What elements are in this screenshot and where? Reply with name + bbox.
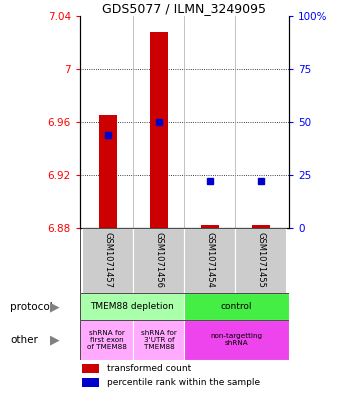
Text: GSM1071455: GSM1071455 <box>256 232 266 288</box>
Text: GSM1071454: GSM1071454 <box>205 232 215 288</box>
Bar <box>80 293 184 320</box>
Bar <box>82 228 134 293</box>
Bar <box>185 293 289 320</box>
Bar <box>82 364 99 373</box>
Bar <box>150 32 168 228</box>
Text: non-targetting
shRNA: non-targetting shRNA <box>211 333 263 347</box>
Text: ▶: ▶ <box>50 300 59 313</box>
Text: other: other <box>10 335 38 345</box>
Bar <box>99 115 117 228</box>
Text: ▶: ▶ <box>50 333 59 347</box>
Bar <box>134 320 185 360</box>
Bar <box>252 225 270 228</box>
Text: protocol: protocol <box>10 301 53 312</box>
Bar <box>82 378 99 387</box>
Bar <box>185 320 289 360</box>
Bar <box>201 225 219 228</box>
Text: GSM1071456: GSM1071456 <box>154 232 164 288</box>
Text: percentile rank within the sample: percentile rank within the sample <box>107 378 260 387</box>
Text: shRNA for
first exon
of TMEM88: shRNA for first exon of TMEM88 <box>87 330 126 350</box>
Text: GSM1071457: GSM1071457 <box>103 232 113 288</box>
Title: GDS5077 / ILMN_3249095: GDS5077 / ILMN_3249095 <box>102 2 267 15</box>
Bar <box>185 228 235 293</box>
Bar <box>134 228 185 293</box>
Bar <box>80 320 133 360</box>
Text: control: control <box>221 302 253 311</box>
Text: shRNA for
3'UTR of
TMEM88: shRNA for 3'UTR of TMEM88 <box>141 330 177 350</box>
Bar <box>235 228 287 293</box>
Text: transformed count: transformed count <box>107 364 191 373</box>
Text: TMEM88 depletion: TMEM88 depletion <box>90 302 174 311</box>
